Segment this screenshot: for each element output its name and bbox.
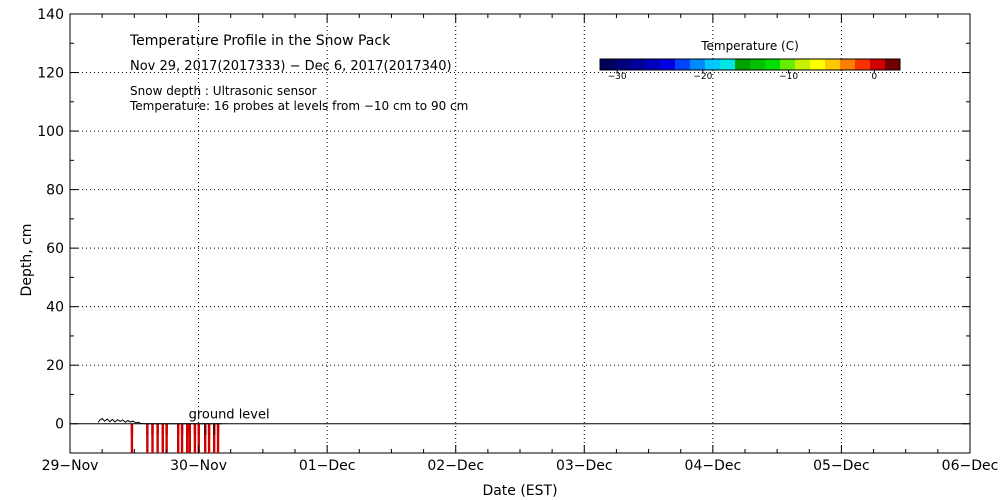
temperature-sample-cap (216, 424, 220, 435)
temperature-sample-bar (186, 423, 189, 453)
colorbar-cell (720, 59, 736, 70)
colorbar-cell (600, 59, 616, 70)
colorbar-cell (675, 59, 691, 70)
date-range: Nov 29, 2017(2017333) − Dec 6, 2017(2017… (130, 59, 452, 74)
colorbar-cell (840, 59, 856, 70)
y-tick-label: 80 (46, 183, 64, 199)
y-axis-label: Depth, cm (19, 224, 35, 297)
colorbar-cell (810, 59, 826, 70)
y-tick-label: 40 (46, 300, 64, 316)
colorbar-cell (660, 59, 676, 70)
plot-frame (69, 13, 971, 454)
colorbar-cell (690, 59, 706, 70)
temperature-sample-cap (186, 424, 189, 435)
colorbar-cell (855, 59, 871, 70)
temperature-heat-layer (130, 423, 220, 453)
temperature-sample-bar (213, 423, 216, 453)
y-tick-labels: 0 20 40 60 80 100 120 140 (37, 7, 64, 433)
axis-ticks (69, 13, 971, 454)
colorbar-cell (630, 59, 646, 70)
temperature-sample-bar (204, 423, 207, 453)
colorbar-tick-label: −20 (693, 72, 712, 82)
colorbar-tick-label: −10 (779, 72, 798, 82)
x-tick-label: 01−Dec (299, 458, 356, 474)
temperature-sample-bar (156, 423, 159, 453)
x-tick-label: 06−Dec (942, 458, 999, 474)
colorbar-tick-label: −30 (608, 72, 627, 82)
temperature-sample-cap (204, 424, 207, 435)
x-tick-labels: 29−Nov 30−Nov 01−Dec 02−Dec 03−Dec 04−Dec 05−D… (42, 458, 999, 474)
temperature-sample-cap (180, 424, 184, 435)
temperature-sample-bar (188, 423, 191, 453)
y-tick-label: 140 (37, 7, 64, 23)
temperature-sample-bar (146, 423, 149, 453)
temperature-sample-cap (193, 424, 197, 435)
info-line-sensor: Snow depth : Ultrasonic sensor (130, 84, 317, 98)
temperature-sample-bar (207, 423, 211, 453)
x-axis-label: Date (EST) (482, 483, 557, 499)
temperature-sample-cap (177, 424, 180, 435)
colorbar-title: Temperature (C) (700, 39, 799, 53)
y-tick-label: 120 (37, 66, 64, 82)
x-tick-label: 04−Dec (685, 458, 742, 474)
y-tick-label: 20 (46, 358, 64, 374)
chart-title: Temperature Profile in the Snow Pack (129, 33, 391, 49)
colorbar-ticks: −30 −20 −10 0 (608, 70, 877, 82)
y-tick-label: 0 (55, 417, 64, 433)
temperature-sample-bar (151, 423, 154, 453)
x-tick-label: 29−Nov (42, 458, 99, 474)
temperature-sample-bar (216, 423, 220, 453)
colorbar-cell (870, 59, 886, 70)
temperature-sample-bar (177, 423, 180, 453)
temperature-sample-cap (213, 424, 216, 435)
snow-depth-line (97, 417, 222, 425)
colorbar-cell (615, 59, 631, 70)
ground-level-label: ground level (189, 408, 270, 423)
temperature-sample-bar (180, 423, 184, 453)
temperature-sample-cap (188, 424, 191, 435)
y-tick-label: 60 (46, 241, 64, 257)
colorbar-tick-label: 0 (871, 72, 877, 82)
colorbar-cell (765, 59, 781, 70)
temperature-sample-bar (165, 423, 168, 453)
temperature-sample-cap (165, 424, 168, 435)
temperature-sample-cap (197, 424, 200, 435)
colorbar-cell (780, 59, 796, 70)
temperature-sample-cap (207, 424, 211, 435)
temperature-sample-cap (151, 424, 154, 435)
colorbar-cell (645, 59, 661, 70)
x-tick-label: 03−Dec (556, 458, 613, 474)
temperature-colorbar: Temperature (C) −30 −20 −10 0 (599, 39, 901, 82)
temperature-sample-cap (146, 424, 149, 435)
plot-background (69, 13, 971, 454)
x-tick-label: 02−Dec (427, 458, 484, 474)
temperature-sample-cap (156, 424, 159, 435)
info-line-probes: Temperature: 16 probes at levels from −1… (129, 99, 468, 113)
temperature-sample-bar (197, 423, 200, 453)
temperature-sample-cap (161, 424, 164, 435)
temperature-sample-bar (193, 423, 197, 453)
colorbar-cell (825, 59, 841, 70)
y-tick-label: 100 (37, 124, 64, 140)
colorbar-cell (735, 59, 751, 70)
colorbar-cells (600, 59, 901, 70)
colorbar-cell (705, 59, 721, 70)
colorbar-cell (750, 59, 766, 70)
x-tick-label: 05−Dec (813, 458, 870, 474)
temperature-sample-bar (130, 423, 134, 453)
colorbar-cell (885, 59, 901, 70)
temperature-sample-cap (130, 424, 134, 435)
snow-depth-layer (97, 417, 222, 425)
colorbar-cell (795, 59, 811, 70)
temperature-sample-bar (161, 423, 164, 453)
colorbar-frame (599, 58, 901, 71)
x-tick-label: 30−Nov (170, 458, 227, 474)
